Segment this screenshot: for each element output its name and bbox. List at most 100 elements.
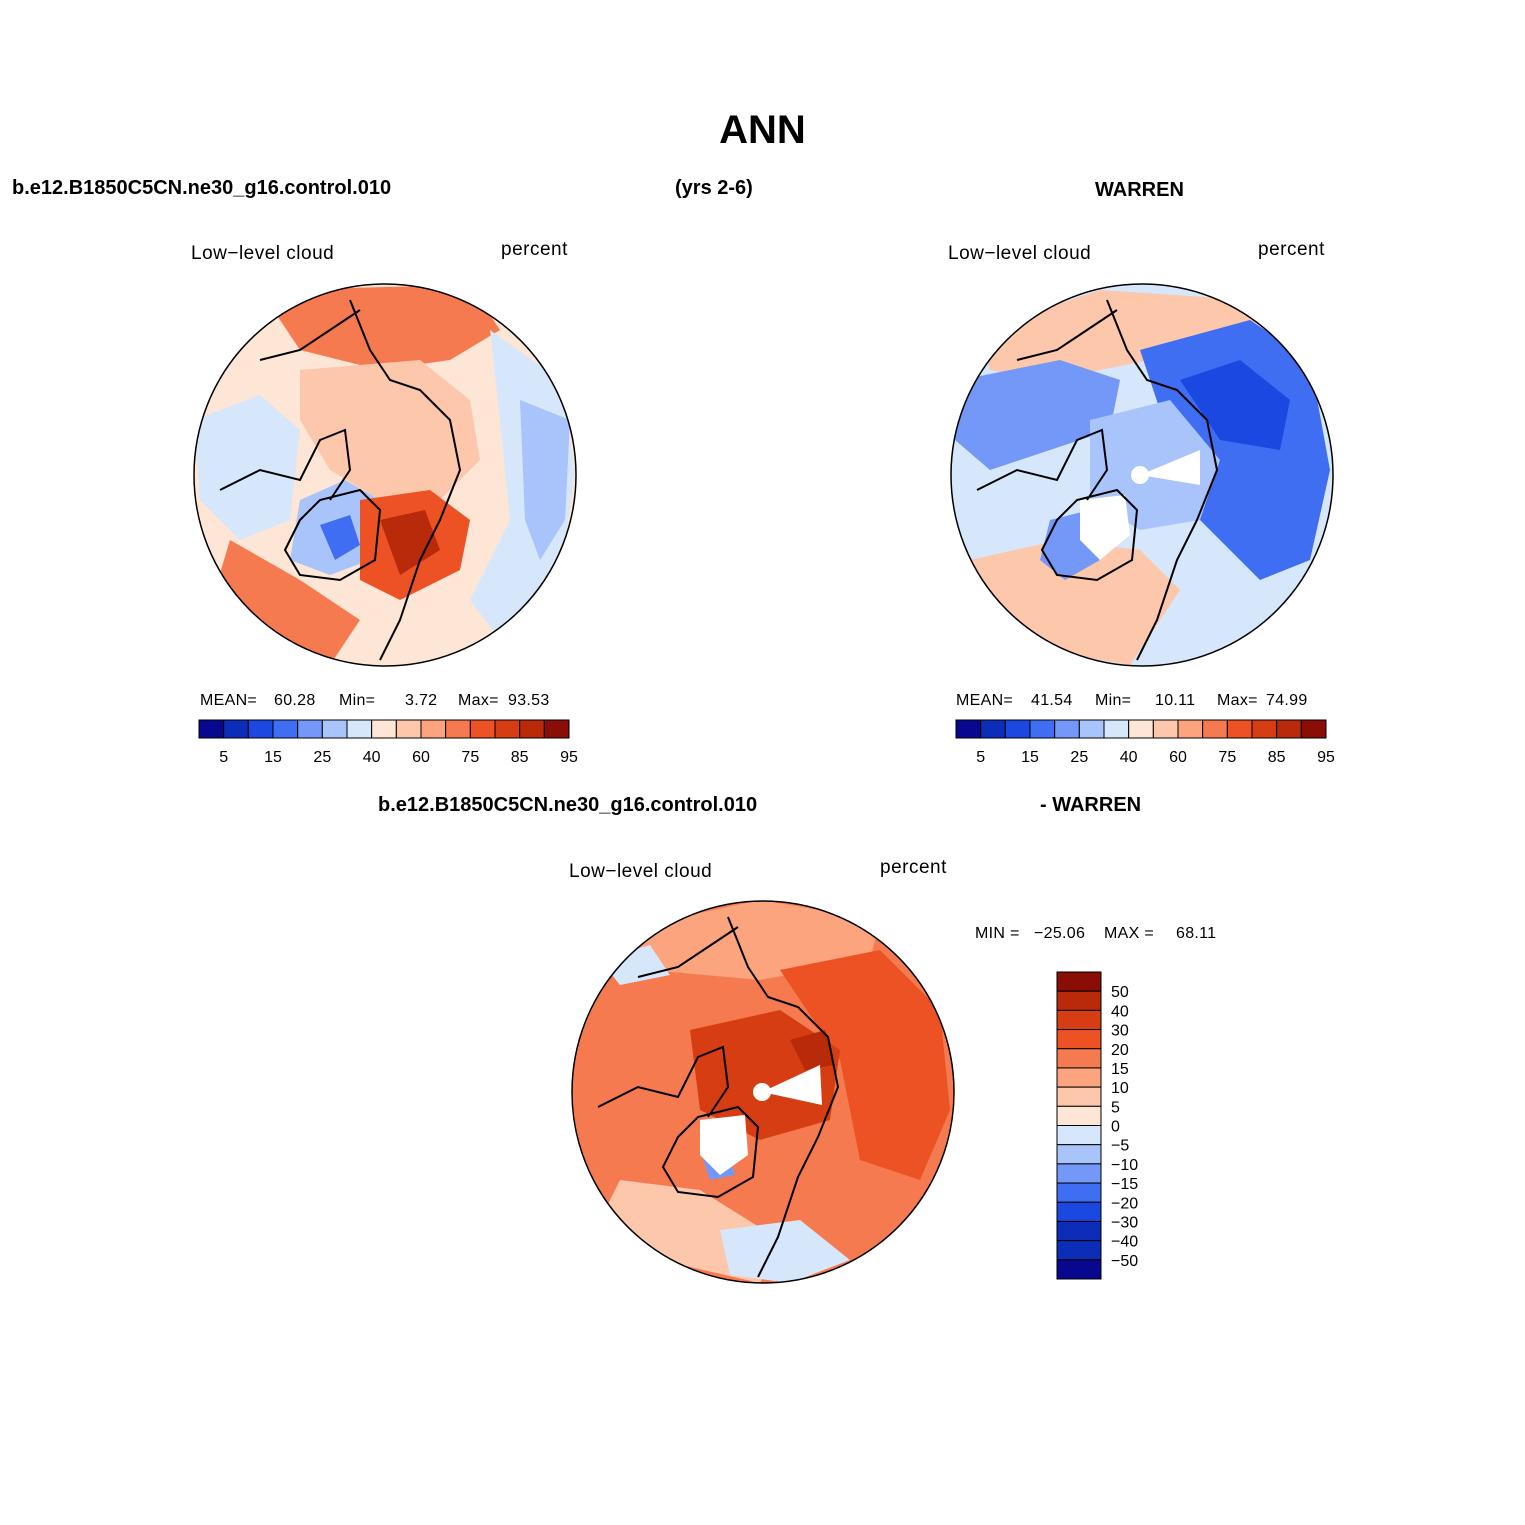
panel2-colorbar-tick-label: 15 [1021, 749, 1039, 766]
panel3-colorbar-tick-label: 20 [1111, 1042, 1129, 1059]
panel1-colorbar-box [445, 719, 471, 739]
panel2-coastline [976, 299, 1219, 661]
panel3-colorbar-tick-label: −10 [1111, 1157, 1138, 1174]
panel2-colorbar-box [955, 719, 982, 739]
panel1-colorbar-box [297, 719, 323, 739]
panel3-colorbar-tick-label: −30 [1111, 1214, 1138, 1231]
panel3-colorbar-tick-label: 5 [1111, 1099, 1120, 1116]
panel2-map [951, 284, 1333, 666]
panel1-coastline [219, 299, 462, 661]
panel2-colorbar-box [980, 719, 1006, 739]
panel3-southeast-blue [720, 1220, 850, 1283]
panel2-missing-wedge [1140, 450, 1200, 485]
panel3-colorbar-tick-label: 10 [1111, 1080, 1129, 1097]
panel2-variable-label: Low−level cloud [948, 243, 1092, 264]
panel3-colorbar-tick-label: −40 [1111, 1234, 1138, 1251]
panel2-colorbar-box [1128, 719, 1154, 739]
panel2-colorbar-box [1054, 719, 1080, 739]
panel2-colorbar: 5 15 25 40 60 75 85 95 [955, 719, 1335, 766]
panel2-colorbar-tick-label: 25 [1070, 749, 1088, 766]
figure-title: ANN [719, 108, 806, 152]
panel3-map-border [571, 900, 955, 1284]
panel1-variable-label: Low−level cloud [191, 243, 335, 264]
panel3-colorbar-box [1056, 1240, 1102, 1261]
panel3-colorbar-box [1056, 990, 1102, 1011]
panel1-west-pacific-low [194, 395, 300, 540]
panel3-pole-hole [753, 1083, 771, 1101]
panel3-colorbar-box [1056, 1086, 1102, 1107]
panel1-colorbar-box [272, 719, 299, 739]
panel1-colorbar-tick-label: 95 [560, 749, 578, 766]
panel3-north-light [620, 901, 880, 980]
panel3-max-label: MAX = [1104, 925, 1154, 942]
panel1-colorbar-tick-label: 5 [219, 749, 228, 766]
panel2-east-dark [1180, 360, 1290, 450]
panel3-missing-wedge [762, 1065, 822, 1105]
panel2-colorbar-tick-label: 85 [1268, 749, 1286, 766]
panel2-colorbar-tick-label: 60 [1169, 749, 1187, 766]
panel2-colorbar-box [1202, 719, 1228, 739]
panel2-colorbar-box [1152, 719, 1179, 739]
panel3-coastline [597, 916, 840, 1278]
panel3-colorbar-box [1056, 1163, 1102, 1184]
panel1-units-label: percent [501, 239, 568, 260]
panel1-min-value: 3.72 [405, 692, 438, 709]
panel3-map [572, 901, 954, 1283]
panel3-colorbar-box [1056, 1029, 1102, 1050]
panel2-colorbar-tick-label: 5 [976, 749, 985, 766]
obs-header: WARREN [1095, 179, 1184, 201]
panel2-colorbar-box [1004, 719, 1031, 739]
panel2-min-value: 10.11 [1155, 692, 1196, 709]
panel2-northwest-blue [955, 360, 1120, 470]
panel1-colorbar-box [223, 719, 249, 739]
diff-case-header: b.e12.B1850C5CN.ne30_g16.control.010 [378, 794, 758, 816]
panel1-east-blue-band [520, 400, 570, 560]
panel3-colorbar-box [1056, 1144, 1102, 1165]
panel1-colorbar-box [420, 719, 447, 739]
panel1-colorbar-box [321, 719, 348, 739]
panel2-mean-value: 41.54 [1031, 692, 1073, 709]
panel1-colorbar-tick-label: 75 [461, 749, 479, 766]
panel2-units-label: percent [1258, 239, 1325, 260]
panel1-colorbar: 5 15 25 40 60 75 85 95 [198, 719, 578, 766]
panel2-max-label: Max= [1217, 692, 1258, 709]
panel1-colorbar-box [543, 719, 570, 739]
diff-obs-header: - WARREN [1040, 794, 1142, 816]
panel3-colorbar-tick-label: 40 [1111, 1003, 1129, 1020]
panel2-colorbar-box [1276, 719, 1302, 739]
panel2-pole-hole [1131, 466, 1149, 484]
panel1-greenland-core [320, 515, 360, 560]
panel2-max-value: 74.99 [1266, 692, 1308, 709]
panel1-colorbar-box [247, 719, 274, 739]
panel3-colorbar-box [1056, 1201, 1102, 1222]
panel1-colorbar-box [519, 719, 545, 739]
panel3-colorbar-box [1056, 1125, 1102, 1146]
panel3-colorbar-tick-label: −5 [1111, 1138, 1129, 1155]
panel1-mean-label: MEAN= [200, 692, 258, 709]
panel1-colorbar-box [198, 719, 225, 739]
panel2-colorbar-tick-label: 95 [1317, 749, 1335, 766]
panel1-north-atlantic-high [260, 285, 500, 370]
panel3-colorbar-tick-label: 0 [1111, 1119, 1120, 1136]
panel3-peak [790, 1030, 835, 1070]
panel1-max-label: Max= [458, 692, 499, 709]
panel2-colorbar-box [1177, 719, 1204, 739]
panel1-pole-region [300, 360, 480, 500]
panel1-colorbar-box [395, 719, 422, 739]
panel2-colorbar-box [1226, 719, 1253, 739]
panel2-colorbar-box [1029, 719, 1056, 739]
panel3-colorbar-tick-label: −15 [1111, 1176, 1138, 1193]
panel3-colorbar-tick-label: −20 [1111, 1195, 1138, 1212]
panel3-missing-greenland [700, 1115, 748, 1175]
case-name-header: b.e12.B1850C5CN.ne30_g16.control.010 [12, 177, 392, 199]
panel3-east-band [780, 950, 950, 1180]
panel3-colorbar-box [1056, 1259, 1102, 1280]
panel1-colorbar-tick-label: 40 [363, 749, 381, 766]
panel2-colorbar-tick-label: 75 [1218, 749, 1236, 766]
years-header: (yrs 2-6) [675, 177, 753, 199]
panel3-colorbar-box [1056, 1182, 1102, 1203]
panel1-east-pacific-low [470, 330, 575, 640]
panel3-variable-label: Low−level cloud [569, 861, 713, 882]
panel3-colorbar-tick-label: −50 [1111, 1253, 1138, 1270]
